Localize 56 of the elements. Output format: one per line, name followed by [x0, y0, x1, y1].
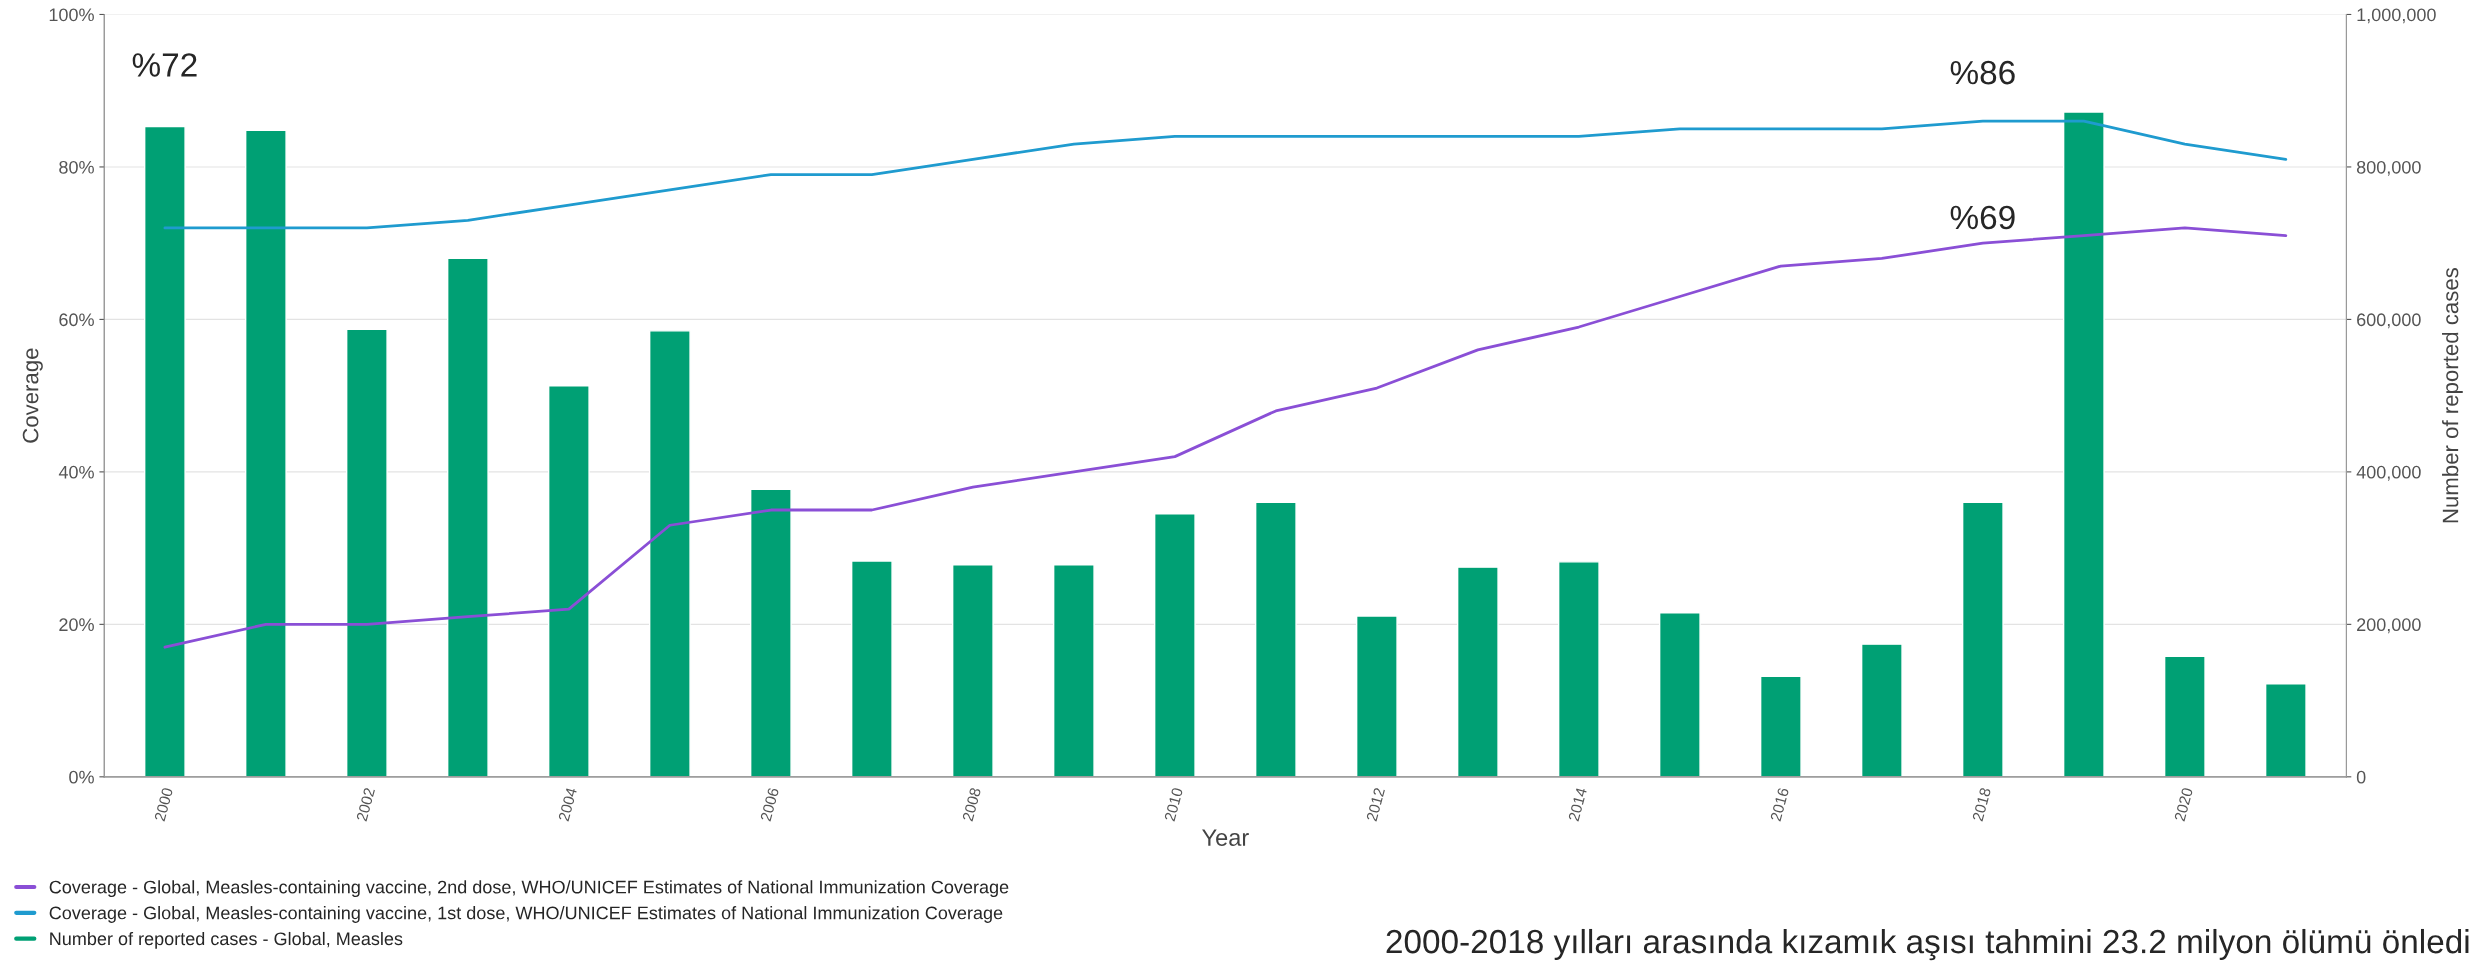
bar: [2264, 683, 2307, 777]
bar: [1860, 643, 1903, 777]
bar: [1658, 612, 1701, 777]
bar: [1153, 513, 1196, 777]
y-tick-label: 60%: [59, 313, 94, 327]
x-tick-label: 2008: [962, 787, 982, 822]
y2-tick-label: 600,000: [2357, 313, 2421, 329]
bar: [1961, 501, 2004, 777]
bar: [547, 385, 590, 777]
bar: [749, 488, 792, 777]
bar: [1254, 501, 1297, 777]
y2-tick-label: 0: [2356, 770, 2366, 784]
y2-tick-label: 1,000,000: [2357, 8, 2436, 24]
y2-axis-title: Number of reported cases: [2442, 267, 2463, 523]
y-tick-label: 100%: [49, 8, 94, 22]
bar: [1456, 566, 1499, 777]
legend-label: Coverage - Global, Measles-containing vaccine, 2nd dose, WHO/UNICEF Estimates of National Immunization Coverage: [49, 880, 1009, 898]
bar: [446, 257, 489, 777]
y-tick-label: 0%: [69, 770, 94, 784]
bar: [1759, 675, 1802, 777]
y2-tick-label: 200,000: [2357, 618, 2421, 634]
text: 2000-2018 yılları arasında kızamık aşısı tahmini 23.2 milyon ölümü önledi: [1386, 928, 2469, 961]
x-axis-title: Year: [1202, 829, 1249, 846]
y2-tick-label: 800,000: [2356, 160, 2421, 176]
bar: [2062, 111, 2105, 777]
y-tick-label: 80%: [59, 160, 94, 174]
y-tick-label: 40%: [58, 465, 94, 479]
x-tick-label: 2002: [356, 787, 376, 822]
x-tick-label: 2020: [2174, 787, 2194, 822]
bar: [345, 328, 388, 777]
x-tick-label: 2010: [1164, 787, 1184, 822]
bar: [1052, 564, 1095, 777]
x-tick-label: 2016: [1770, 787, 1790, 822]
legend-label: Coverage - Global, Measles-containing vaccine, 1st dose, WHO/UNICEF Estimates of National Immunization Coverage: [49, 906, 1003, 923]
bar: [244, 129, 287, 777]
annotation: %69: [1950, 205, 2015, 230]
legend-label: Number of reported cases - Global, Measles: [50, 931, 403, 949]
bar: [143, 125, 186, 777]
bar: [1355, 615, 1398, 777]
bar: [951, 564, 994, 777]
x-tick-label: 2006: [760, 787, 780, 822]
bar: [1557, 561, 1600, 777]
x-tick-label: 2018: [1972, 787, 1992, 822]
bar: [850, 560, 893, 777]
y2-tick-label: 400,000: [2356, 465, 2421, 481]
y-axis-title: Coverage: [22, 348, 43, 443]
x-tick-label: 2000: [154, 787, 174, 822]
annotation: %86: [1950, 60, 2015, 85]
annotation: %72: [132, 53, 197, 77]
bar: [648, 330, 691, 777]
x-tick-label: 2004: [558, 787, 578, 822]
y-tick-label: 20%: [59, 618, 94, 632]
bar: [2163, 655, 2206, 777]
x-tick-label: 2012: [1366, 787, 1386, 822]
line-series: [163, 119, 2288, 230]
x-tick-label: 2014: [1568, 787, 1588, 822]
